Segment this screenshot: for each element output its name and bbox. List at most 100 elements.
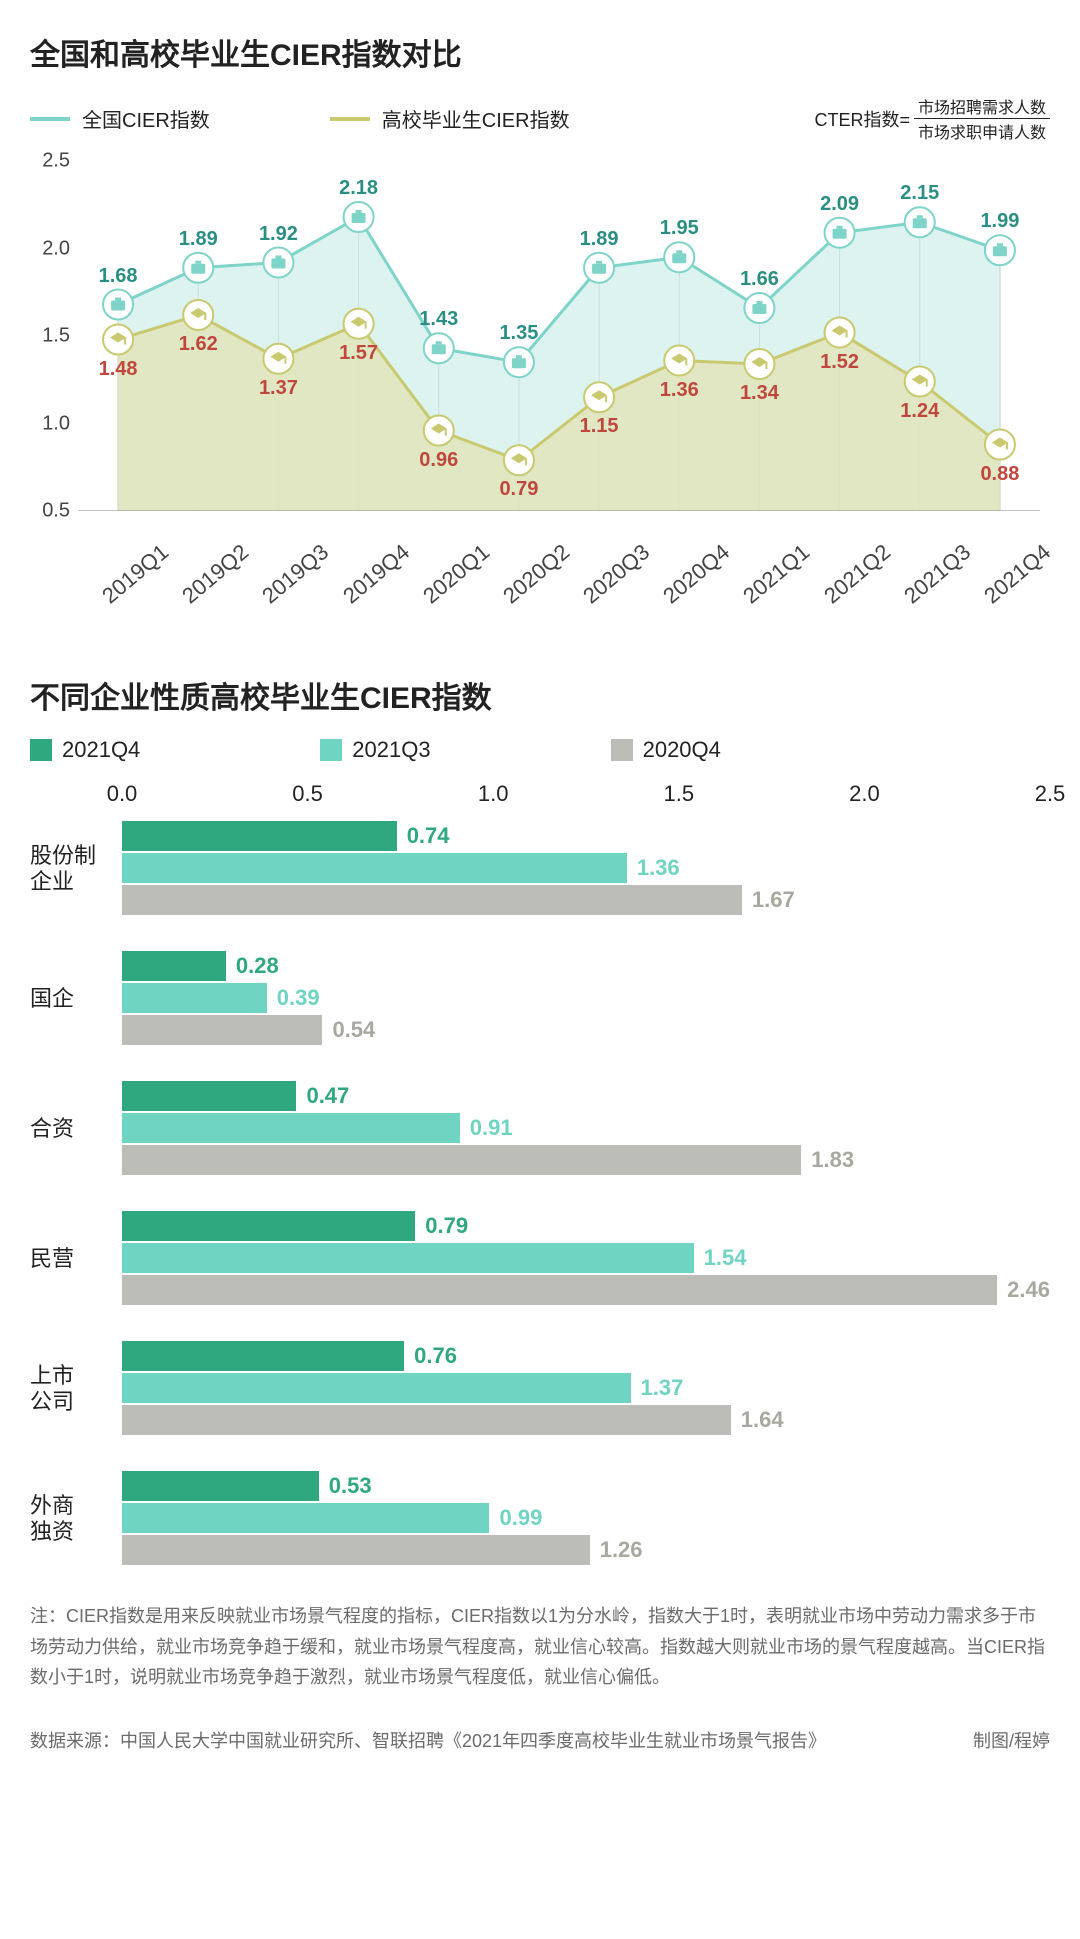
y-tick-label: 0.5 [26,500,70,523]
hbar-group: 合资0.47 0.91 1.83 [30,1081,1050,1177]
legend2-item-3: 2020Q4 [611,737,721,763]
bar-value: 0.39 [277,985,320,1011]
bar-row: 1.26 [122,1535,1050,1565]
value-label: 1.89 [179,228,218,251]
legend-label-a: 全国CIER指数 [82,104,210,133]
bar [122,885,742,915]
briefcase-icon [504,347,534,377]
graduation-cap-icon [825,318,855,348]
hbar-group: 外商独资0.530.991.26 [30,1471,1050,1567]
y-tick-label: 1.5 [26,325,70,348]
legend2-item-1: 2021Q4 [30,737,140,763]
cier-formula: CTER指数= 市场招聘需求人数 市场求职申请人数 [814,94,1050,143]
hbar-group: 股份制企业 0.74 1.36 1.67 [30,821,1050,917]
bar [122,951,226,981]
legend2-swatch-3 [611,739,633,761]
value-label: 1.48 [99,358,138,381]
hbar-chart: 0.00.51.01.52.02.5 股份制企业0.741.361.67国企0.… [30,781,1050,1567]
legend2-swatch-2 [320,739,342,761]
formula-lhs: CTER指数= [814,106,910,132]
legend2-swatch-1 [30,739,52,761]
graduation-cap-icon [905,367,935,397]
bar-row: 1.64 [122,1405,1050,1435]
bar [122,1015,322,1045]
value-label: 1.92 [259,223,298,246]
bar-value: 1.36 [637,855,680,881]
bar [122,1145,801,1175]
value-label: 1.66 [740,268,779,291]
briefcase-icon [905,207,935,237]
briefcase-icon [664,242,694,272]
bar [122,1275,997,1305]
footnote: 注：CIER指数是用来反映就业市场景气程度的指标，CIER指数以1为分水岭，指数… [30,1601,1050,1693]
x-axis-tick: 2.0 [849,781,880,807]
formula-denominator: 市场求职申请人数 [914,119,1050,143]
x-axis-tick: 0.0 [107,781,138,807]
value-label: 1.95 [660,217,699,240]
category-label: 国企 [30,951,122,1047]
category-label: 外商独资 [30,1471,122,1567]
bar [122,1081,296,1111]
bar-row: 1.67 [122,885,1050,915]
chart1-svg [78,161,1040,511]
bar-value: 1.64 [741,1407,784,1433]
chart1-title: 全国和高校毕业生CIER指数对比 [30,30,1050,74]
value-label: 1.62 [179,333,218,356]
bar-row: 0.79 [122,1211,1050,1241]
briefcase-icon [344,202,374,232]
hbar-group: 民营0.791.542.46 [30,1211,1050,1307]
bar-row: 1.83 [122,1145,1050,1175]
value-label: 1.68 [99,265,138,288]
graduation-cap-icon [344,309,374,339]
value-label: 1.36 [660,379,699,402]
bar-row: 0.76 [122,1341,1050,1371]
legend2-label-1: 2021Q4 [62,737,140,763]
x-axis-tick: 1.5 [664,781,695,807]
value-label: 1.34 [740,382,779,405]
category-label: 民营 [30,1211,122,1307]
bar-row: 2.46 [122,1275,1050,1305]
briefcase-icon [744,293,774,323]
value-label: 1.37 [259,377,298,400]
graduation-cap-icon [504,445,534,475]
bar-value: 2.46 [1007,1277,1050,1303]
bar-value: 1.26 [600,1537,643,1563]
legend2-label-3: 2020Q4 [643,737,721,763]
value-label: 1.57 [339,342,378,365]
legend2-label-2: 2021Q3 [352,737,430,763]
value-label: 2.09 [820,193,859,216]
legend-swatch-b [330,117,370,121]
briefcase-icon [183,253,213,283]
bar-value: 0.91 [470,1115,513,1141]
value-label: 2.15 [900,182,939,205]
category-label: 股份制企业 [30,821,122,917]
value-label: 2.18 [339,177,378,200]
category-label: 合资 [30,1081,122,1177]
value-label: 1.99 [980,210,1019,233]
value-label: 1.15 [580,415,619,438]
value-label: 0.88 [980,463,1019,486]
category-label: 上市公司 [30,1341,122,1437]
chart2-title: 不同企业性质高校毕业生CIER指数 [30,673,1050,717]
bar-row: 0.54 [122,1015,1050,1045]
briefcase-icon [584,253,614,283]
bar [122,1243,694,1273]
legend-item-graduate: 高校毕业生CIER指数 [330,104,570,133]
source-row: 数据来源：中国人民大学中国就业研究所、智联招聘《2021年四季度高校毕业生就业市… [30,1727,1050,1753]
bar-value: 0.74 [407,823,450,849]
bar [122,1503,489,1533]
chart2-legend: 2021Q4 2021Q3 2020Q4 [30,737,1050,763]
x-axis-tick: 2.5 [1035,781,1066,807]
bar-row: 0.47 [122,1081,1050,1111]
legend-label-b: 高校毕业生CIER指数 [382,104,570,133]
value-label: 1.24 [900,400,939,423]
bar [122,1471,319,1501]
source-right: 制图/程婷 [973,1727,1050,1753]
chart1-legend: 全国CIER指数 高校毕业生CIER指数 CTER指数= 市场招聘需求人数 市场… [30,94,1050,143]
bar [122,1211,415,1241]
y-tick-label: 1.0 [26,412,70,435]
bar [122,1373,631,1403]
bar-value: 1.37 [641,1375,684,1401]
bar-row: 1.36 [122,853,1050,883]
x-tick-label: 2021Q4 [979,539,1080,643]
